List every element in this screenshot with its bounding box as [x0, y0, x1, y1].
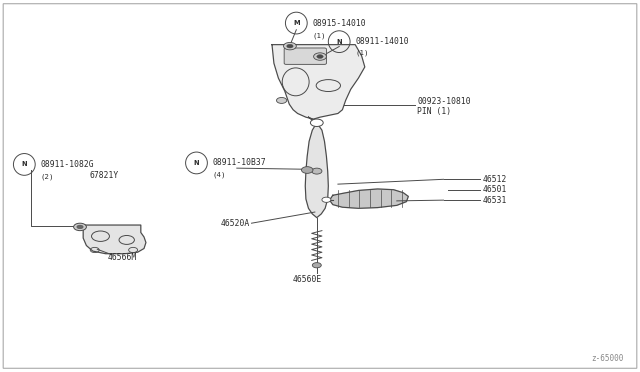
- Text: N: N: [337, 39, 342, 45]
- Text: N: N: [22, 161, 27, 167]
- Text: 46531: 46531: [483, 196, 507, 205]
- Circle shape: [312, 168, 322, 174]
- Circle shape: [317, 55, 323, 58]
- Text: 46566M: 46566M: [108, 253, 137, 262]
- Circle shape: [276, 97, 287, 103]
- Polygon shape: [83, 225, 146, 254]
- Text: 67821Y: 67821Y: [90, 171, 119, 180]
- Circle shape: [322, 197, 331, 202]
- Text: PIN (1): PIN (1): [417, 107, 451, 116]
- Polygon shape: [330, 189, 408, 208]
- Text: 08911-10B37: 08911-10B37: [212, 158, 266, 167]
- Text: 00923-10810: 00923-10810: [417, 97, 471, 106]
- Text: 46560E: 46560E: [293, 275, 323, 284]
- Text: (4): (4): [212, 171, 226, 178]
- Text: M: M: [293, 20, 300, 26]
- Text: N: N: [194, 160, 199, 166]
- Text: (2): (2): [40, 173, 54, 180]
- Text: (1): (1): [355, 49, 369, 56]
- Text: 46501: 46501: [483, 185, 507, 194]
- Text: 46512: 46512: [483, 175, 507, 184]
- Text: 46520A: 46520A: [221, 219, 250, 228]
- Text: 08915-14010: 08915-14010: [312, 19, 366, 28]
- Circle shape: [314, 53, 326, 60]
- Circle shape: [312, 263, 321, 268]
- Circle shape: [301, 167, 313, 173]
- Circle shape: [284, 42, 296, 50]
- Polygon shape: [272, 45, 365, 119]
- Text: (1): (1): [312, 32, 326, 39]
- Polygon shape: [305, 117, 328, 218]
- FancyBboxPatch shape: [284, 48, 326, 64]
- Text: z-65000: z-65000: [591, 354, 624, 363]
- Text: 08911-14010: 08911-14010: [355, 37, 409, 46]
- Circle shape: [74, 223, 86, 231]
- Circle shape: [310, 119, 323, 126]
- Text: 08911-1082G: 08911-1082G: [40, 160, 94, 169]
- Circle shape: [77, 225, 83, 229]
- Circle shape: [287, 44, 293, 48]
